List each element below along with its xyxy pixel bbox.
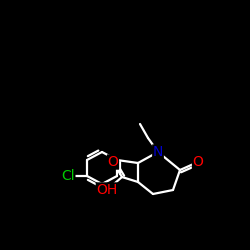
Text: OH: OH xyxy=(96,183,118,197)
Text: Cl: Cl xyxy=(61,169,75,183)
Text: O: O xyxy=(192,155,203,169)
Text: N: N xyxy=(153,145,163,159)
Text: O: O xyxy=(108,155,118,169)
